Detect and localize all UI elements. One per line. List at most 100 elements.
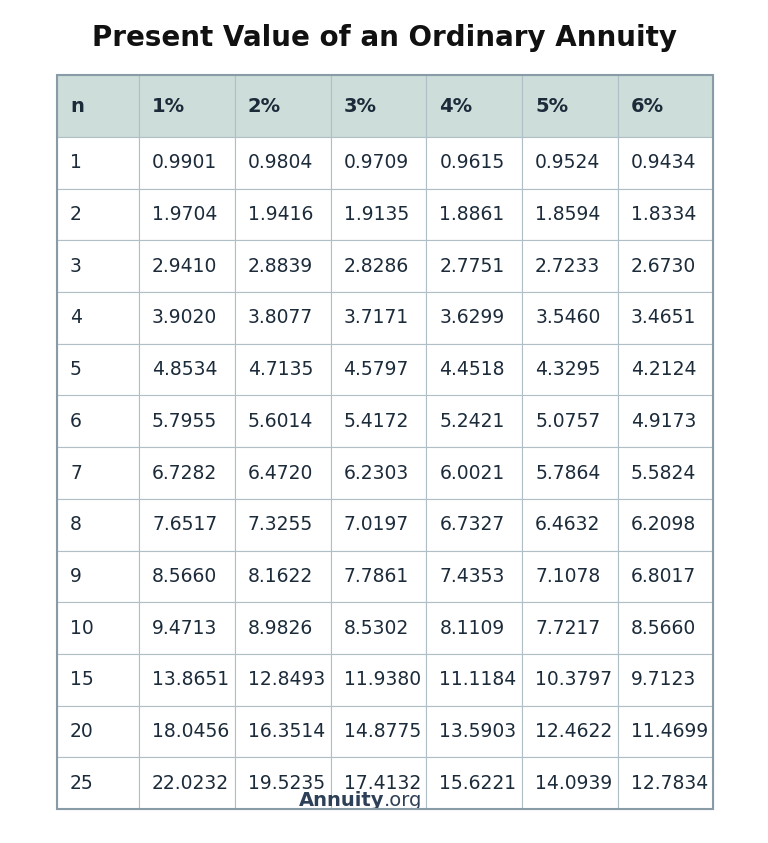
Text: .org: .org xyxy=(384,791,422,809)
Text: 6.0021: 6.0021 xyxy=(439,464,505,482)
Text: 1.8334: 1.8334 xyxy=(631,205,697,224)
Bar xyxy=(57,550,139,602)
Text: 7.1078: 7.1078 xyxy=(535,567,601,586)
Bar xyxy=(330,75,426,137)
Text: 10.3797: 10.3797 xyxy=(535,670,612,690)
Bar xyxy=(57,240,139,293)
Text: 8.1109: 8.1109 xyxy=(439,619,505,637)
Text: 8.1622: 8.1622 xyxy=(248,567,313,586)
Text: Present Value of an Ordinary Annuity: Present Value of an Ordinary Annuity xyxy=(91,24,677,52)
Bar xyxy=(330,706,426,757)
Bar xyxy=(139,757,235,809)
Text: 14.0939: 14.0939 xyxy=(535,774,612,792)
Text: 2.6730: 2.6730 xyxy=(631,257,696,276)
Text: 8.5660: 8.5660 xyxy=(631,619,696,637)
Text: Annuity: Annuity xyxy=(299,791,384,809)
Bar xyxy=(139,602,235,654)
Bar xyxy=(139,293,235,344)
Text: 3: 3 xyxy=(70,257,82,276)
Text: 4.3295: 4.3295 xyxy=(535,360,601,379)
Bar xyxy=(618,137,713,189)
Text: 5.2421: 5.2421 xyxy=(439,412,505,431)
Text: 3.8077: 3.8077 xyxy=(248,309,313,327)
Text: 9.4713: 9.4713 xyxy=(152,619,217,637)
Bar xyxy=(57,654,139,706)
Bar xyxy=(235,499,330,550)
Text: 1.8594: 1.8594 xyxy=(535,205,601,224)
Bar xyxy=(330,757,426,809)
Bar xyxy=(139,447,235,499)
Text: 6.4720: 6.4720 xyxy=(248,464,313,482)
Bar xyxy=(522,189,618,240)
Bar xyxy=(522,293,618,344)
Bar xyxy=(139,240,235,293)
Text: 5: 5 xyxy=(70,360,82,379)
Bar xyxy=(57,75,713,809)
Bar xyxy=(235,447,330,499)
Text: 4.2124: 4.2124 xyxy=(631,360,697,379)
Text: 8: 8 xyxy=(70,515,82,534)
Text: 0.9709: 0.9709 xyxy=(343,153,409,172)
Bar xyxy=(330,189,426,240)
Text: 4.7135: 4.7135 xyxy=(248,360,313,379)
Text: 3.4651: 3.4651 xyxy=(631,309,697,327)
Text: 9.7123: 9.7123 xyxy=(631,670,696,690)
Text: 15: 15 xyxy=(70,670,94,690)
Bar xyxy=(235,706,330,757)
Text: 22.0232: 22.0232 xyxy=(152,774,229,792)
Text: 2.8286: 2.8286 xyxy=(343,257,409,276)
Text: 13.8651: 13.8651 xyxy=(152,670,229,690)
Text: 0.9615: 0.9615 xyxy=(439,153,505,172)
Bar xyxy=(522,395,618,447)
Text: 9: 9 xyxy=(70,567,82,586)
Bar xyxy=(426,293,522,344)
Text: 2.7233: 2.7233 xyxy=(535,257,601,276)
Text: 6.4632: 6.4632 xyxy=(535,515,601,534)
Text: 13.5903: 13.5903 xyxy=(439,722,516,741)
Bar xyxy=(57,189,139,240)
Text: 5%: 5% xyxy=(535,96,568,115)
Bar xyxy=(618,240,713,293)
Text: 6.8017: 6.8017 xyxy=(631,567,696,586)
Text: 0.9524: 0.9524 xyxy=(535,153,601,172)
Bar xyxy=(426,240,522,293)
Text: 4.4518: 4.4518 xyxy=(439,360,505,379)
Text: 1: 1 xyxy=(70,153,82,172)
Bar xyxy=(330,395,426,447)
Bar xyxy=(57,757,139,809)
Text: 4%: 4% xyxy=(439,96,472,115)
Bar xyxy=(618,706,713,757)
Text: 6.2098: 6.2098 xyxy=(631,515,696,534)
Bar xyxy=(57,499,139,550)
Bar xyxy=(426,602,522,654)
Text: 2.9410: 2.9410 xyxy=(152,257,217,276)
Bar xyxy=(235,344,330,395)
Text: 15.6221: 15.6221 xyxy=(439,774,516,792)
Bar xyxy=(330,447,426,499)
Text: 8.9826: 8.9826 xyxy=(248,619,313,637)
Text: 7: 7 xyxy=(70,464,82,482)
Text: 0.9804: 0.9804 xyxy=(248,153,313,172)
Text: 25: 25 xyxy=(70,774,94,792)
Text: 2.7751: 2.7751 xyxy=(439,257,505,276)
Text: 5.4172: 5.4172 xyxy=(343,412,409,431)
Bar xyxy=(330,654,426,706)
Bar xyxy=(618,293,713,344)
Text: 11.4699: 11.4699 xyxy=(631,722,708,741)
Bar xyxy=(235,395,330,447)
Bar xyxy=(618,447,713,499)
Bar xyxy=(618,395,713,447)
Text: 0.9434: 0.9434 xyxy=(631,153,697,172)
Text: 3%: 3% xyxy=(343,96,376,115)
Bar xyxy=(57,706,139,757)
Text: 3.5460: 3.5460 xyxy=(535,309,601,327)
Text: 5.6014: 5.6014 xyxy=(248,412,313,431)
Bar xyxy=(522,550,618,602)
Text: 8.5660: 8.5660 xyxy=(152,567,217,586)
Text: 5.5824: 5.5824 xyxy=(631,464,697,482)
Text: 11.9380: 11.9380 xyxy=(343,670,421,690)
Bar xyxy=(57,293,139,344)
Bar xyxy=(426,550,522,602)
Bar xyxy=(57,75,139,137)
Bar xyxy=(235,240,330,293)
